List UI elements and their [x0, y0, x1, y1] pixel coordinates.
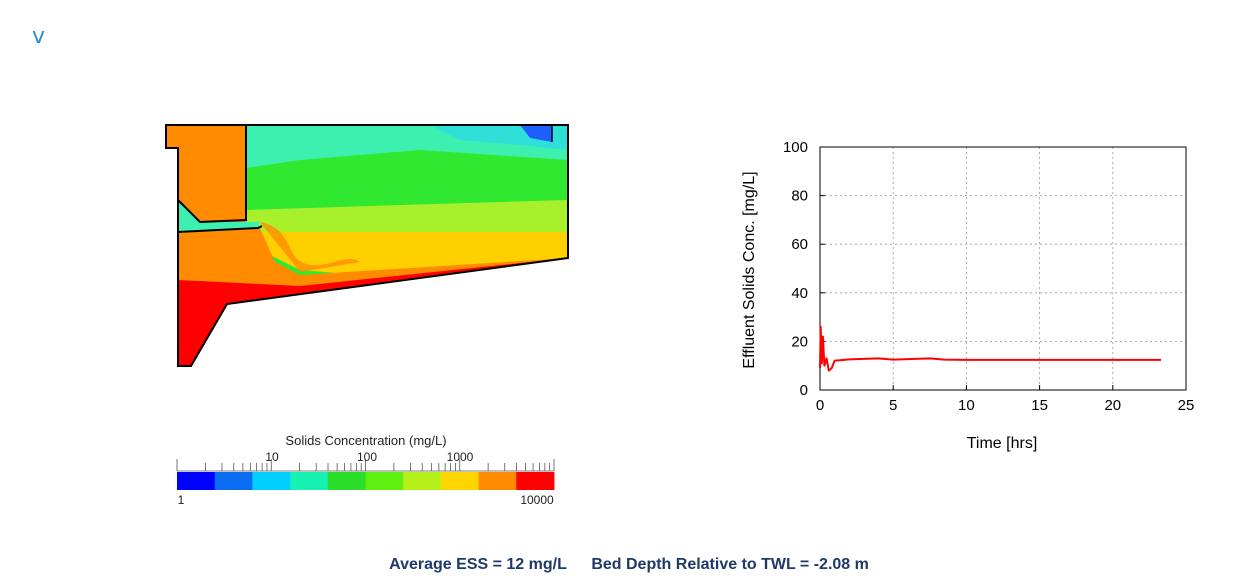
plot-frame [819, 146, 1187, 391]
summary-footer: Average ESS = 12 mg/L Bed Depth Relative… [0, 556, 1258, 574]
y-axis-label: Effluent Solids Conc. [mg/L] [741, 171, 758, 368]
collapse-toggle-icon[interactable]: v [32, 24, 46, 49]
colorbar-min-label: 1 [178, 493, 185, 507]
baffle-shelf [177, 225, 263, 233]
x-tick-label: 0 [816, 397, 824, 414]
colorbar-segment [403, 472, 442, 490]
x-tick-label: 15 [1031, 397, 1048, 414]
y-tick-label: 20 [791, 333, 808, 350]
colorbar-max-label: 10000 [520, 493, 554, 507]
y-tick-label: 0 [800, 382, 808, 399]
colorbar-segment [214, 472, 253, 490]
effluent-series-line [819, 325, 1162, 372]
colorbar-tick-label: 10 [265, 450, 279, 464]
bed-depth-text: Bed Depth Relative to TWL = -2.08 m [591, 556, 869, 573]
colorbar-segment [440, 472, 479, 490]
y-tick-label: 60 [791, 236, 808, 253]
y-tick-label: 80 [791, 188, 808, 205]
average-ess-text: Average ESS = 12 mg/L [389, 556, 567, 573]
x-tick-label: 5 [889, 397, 897, 414]
colorbar-segment [516, 472, 555, 490]
y-tick-label: 100 [783, 139, 808, 156]
concentration-field [166, 125, 568, 366]
colorbar-title: Solids Concentration (mg/L) [285, 433, 446, 448]
colorbar-segment [252, 472, 291, 490]
baffle-wall [177, 125, 247, 224]
colorbar-tick-label: 100 [357, 450, 377, 464]
y-tick-label: 40 [791, 285, 808, 302]
colorbar-segment [327, 472, 366, 490]
effluent-solids-chart: 0 5 10 15 20 25 0 20 40 60 80 100 Time [hrs] Efflue… [741, 139, 1195, 452]
x-tick-label: 20 [1104, 397, 1121, 414]
clarifier-simulation [165, 124, 569, 367]
tank-outline [165, 124, 569, 367]
solids-colorbar: Solids Concentration (mg/L) 10 100 1000 … [176, 433, 555, 507]
colorbar-segment [478, 472, 517, 490]
x-tick-label: 10 [958, 397, 975, 414]
colorbar-tick-label: 1000 [447, 450, 474, 464]
colorbar-segment [365, 472, 404, 490]
x-axis-label: Time [hrs] [967, 435, 1038, 452]
colorbar-segment [290, 472, 329, 490]
x-tick-label: 25 [1178, 397, 1195, 414]
colorbar-segment [177, 472, 216, 490]
